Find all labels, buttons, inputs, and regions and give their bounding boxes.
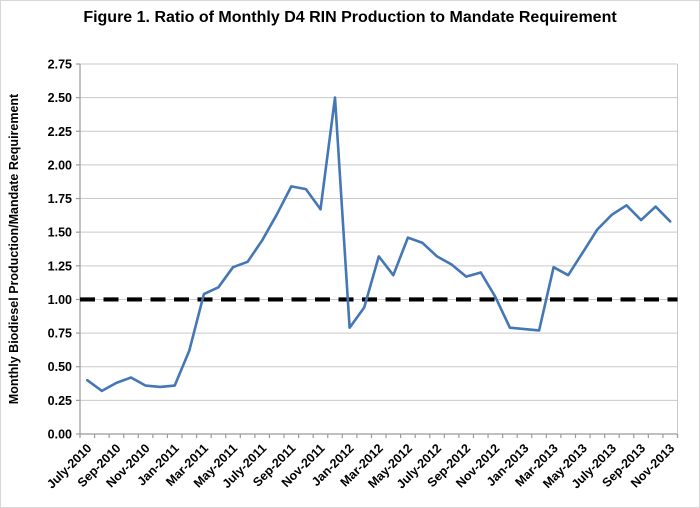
chart-title: Figure 1. Ratio of Monthly D4 RIN Produc… bbox=[83, 9, 617, 26]
y-axis-tick-labels: 0.00 0.25 0.50 0.75 1.00 1.25 1.50 1.75 2.00 2.25… bbox=[48, 58, 72, 442]
svg-text:2.75: 2.75 bbox=[48, 58, 72, 72]
svg-text:0.00: 0.00 bbox=[48, 428, 72, 442]
svg-text:1.75: 1.75 bbox=[48, 192, 72, 206]
x-axis-tick-labels: July-2010Sep-2010Nov-2010Jan-2011Mar-201… bbox=[44, 441, 677, 491]
svg-text:2.50: 2.50 bbox=[48, 91, 72, 105]
svg-text:2.00: 2.00 bbox=[48, 158, 72, 172]
tick-marks bbox=[76, 63, 679, 438]
data-line bbox=[86, 96, 672, 393]
svg-text:1.50: 1.50 bbox=[48, 226, 72, 240]
svg-text:2.25: 2.25 bbox=[48, 125, 72, 139]
axes bbox=[79, 64, 678, 435]
gridlines bbox=[80, 63, 678, 401]
y-axis-title: Monthly Biodiesel Production/Mandate Req… bbox=[7, 93, 21, 404]
svg-text:0.25: 0.25 bbox=[48, 394, 72, 408]
svg-text:1.25: 1.25 bbox=[48, 259, 72, 273]
svg-text:0.50: 0.50 bbox=[48, 360, 72, 374]
svg-text:1.00: 1.00 bbox=[48, 293, 72, 307]
svg-text:0.75: 0.75 bbox=[48, 327, 72, 341]
